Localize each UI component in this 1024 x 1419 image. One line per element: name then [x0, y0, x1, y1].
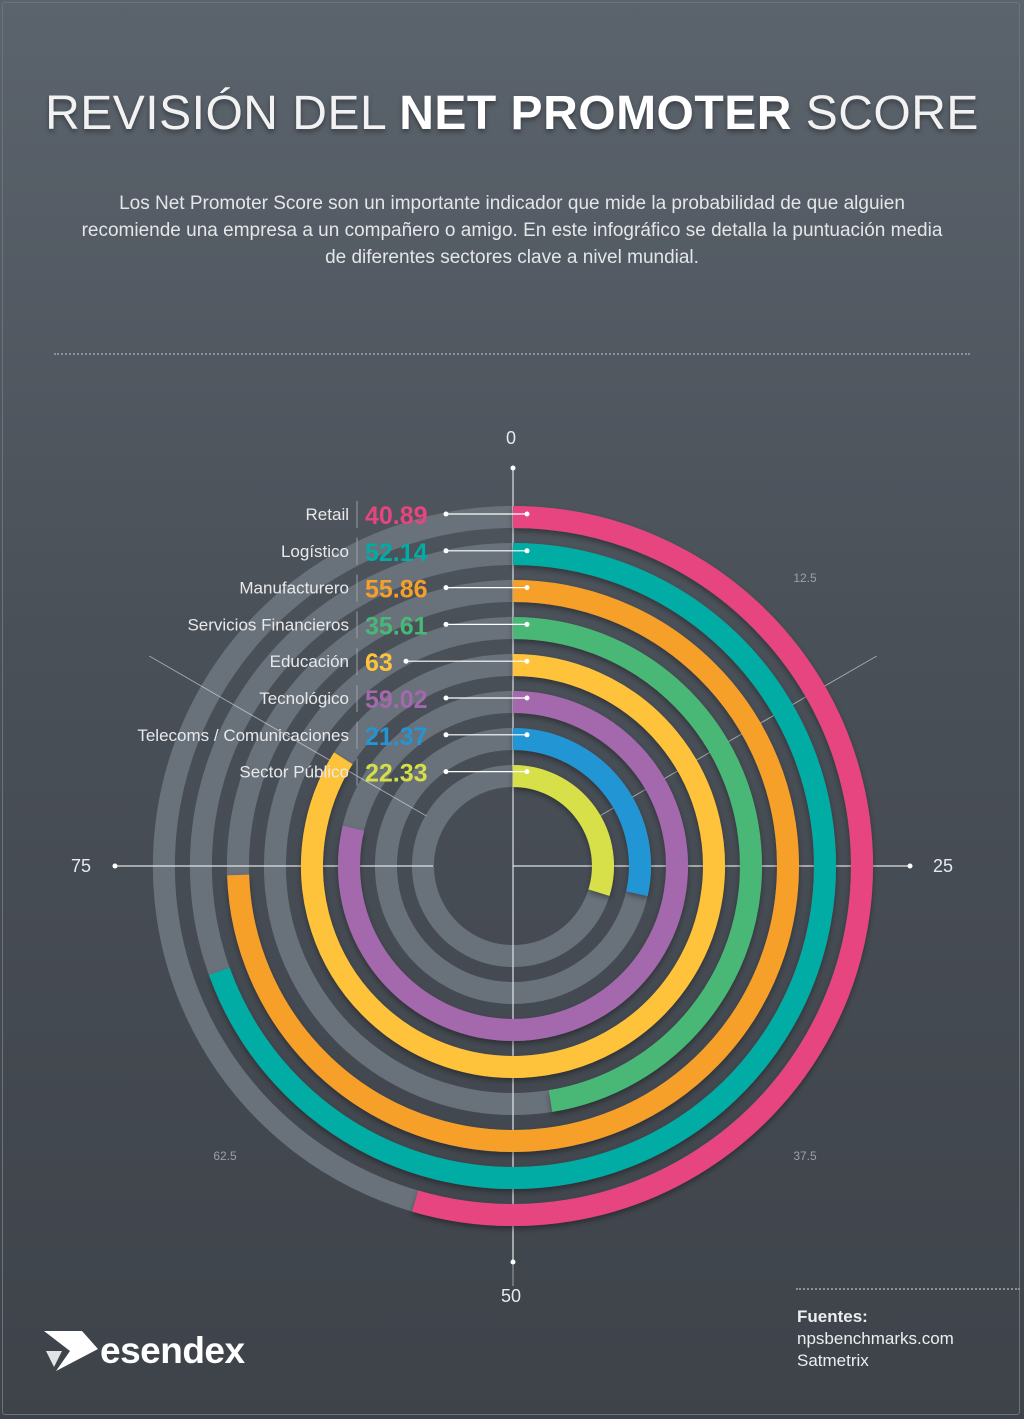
bar-log-stico [208, 543, 836, 1189]
bar-manufacturero [227, 580, 799, 1152]
leader-dot [443, 732, 449, 738]
leader-dot [443, 695, 449, 701]
tick-label-minor: 62.5 [213, 1149, 237, 1163]
axis-end-dot [510, 1259, 516, 1265]
title-part-2: NET PROMOTER [399, 87, 792, 140]
category-label: Logístico [281, 542, 349, 561]
value-label: 52.14 [365, 539, 428, 567]
source-item: Satmetrix [797, 1351, 869, 1370]
bar-servicios-financieros [512, 617, 762, 1112]
sources-heading: Fuentes: [797, 1307, 868, 1326]
leader-dot [524, 658, 530, 664]
logo-wordmark: esendex [100, 1330, 245, 1371]
bar-tecnol-gico [338, 691, 688, 1041]
tick-label-minor: 37.5 [793, 1149, 817, 1163]
leader-dot [443, 769, 449, 775]
dotted-divider [54, 353, 970, 355]
label-layer: Retail 40.89 Logístico 52.14 Manufacturero 55… [137, 501, 530, 788]
leader-dot [443, 585, 449, 591]
leader-dot [524, 695, 530, 701]
leader-dot [443, 621, 449, 627]
intro-text: Los Net Promoter Score son un importante… [81, 193, 943, 268]
category-label: Servicios Financieros [187, 615, 349, 634]
leader-dot [524, 548, 530, 554]
leader-dot [524, 511, 530, 517]
value-label: 63 [365, 649, 393, 677]
value-label: 55.86 [365, 576, 428, 604]
dotted-divider-sources [796, 1288, 1020, 1290]
category-label: Tecnológico [259, 689, 349, 708]
source-item: npsbenchmarks.com [797, 1329, 954, 1348]
category-label: Retail [306, 505, 349, 524]
category-label: Educación [270, 652, 349, 671]
tick-label-major: 75 [71, 856, 91, 876]
value-label: 35.61 [365, 612, 428, 640]
category-label: Telecoms / Comunicaciones [137, 726, 349, 745]
value-label: 22.33 [365, 760, 428, 788]
leader-dot [524, 732, 530, 738]
leader-dot [524, 621, 530, 627]
leader-dot [443, 511, 449, 517]
bar-sector-p-blico [512, 765, 614, 896]
bar-telecoms-comunicaciones [512, 728, 651, 897]
axis-line-diagonal [149, 655, 427, 817]
sources-block: Fuentes: npsbenchmarks.com Satmetrix [797, 1306, 954, 1372]
bar-retail [412, 506, 873, 1226]
leader-dot [443, 548, 449, 554]
axis-end-dot [510, 465, 516, 471]
axis-end-dot [907, 863, 913, 869]
esendex-logo-icon [44, 1331, 98, 1371]
leader-dot [403, 658, 409, 664]
category-label: Manufacturero [239, 579, 349, 598]
value-label: 59.02 [365, 686, 428, 714]
bar-educaci-n [301, 654, 725, 1078]
bar-layer [208, 506, 873, 1226]
axis-end-dot [112, 863, 118, 869]
tick-label-major: 50 [501, 1286, 521, 1306]
tick-layer: 0 25 50 75 12.5 37.5 62.5 [71, 428, 953, 1306]
tick-label-major: 25 [933, 856, 953, 876]
value-label: 40.89 [365, 502, 428, 530]
tick-label-major: 0 [506, 428, 516, 448]
title-part-1: REVISIÓN DEL [45, 87, 400, 140]
leader-dot [524, 585, 530, 591]
leader-dot [524, 769, 530, 775]
category-label: Sector Público [239, 763, 349, 782]
value-label: 21.37 [365, 723, 428, 751]
title-part-3: SCORE [791, 87, 979, 140]
tick-label-minor: 12.5 [793, 571, 817, 585]
page-title: REVISIÓN DEL NET PROMOTER SCORE [0, 86, 1024, 141]
